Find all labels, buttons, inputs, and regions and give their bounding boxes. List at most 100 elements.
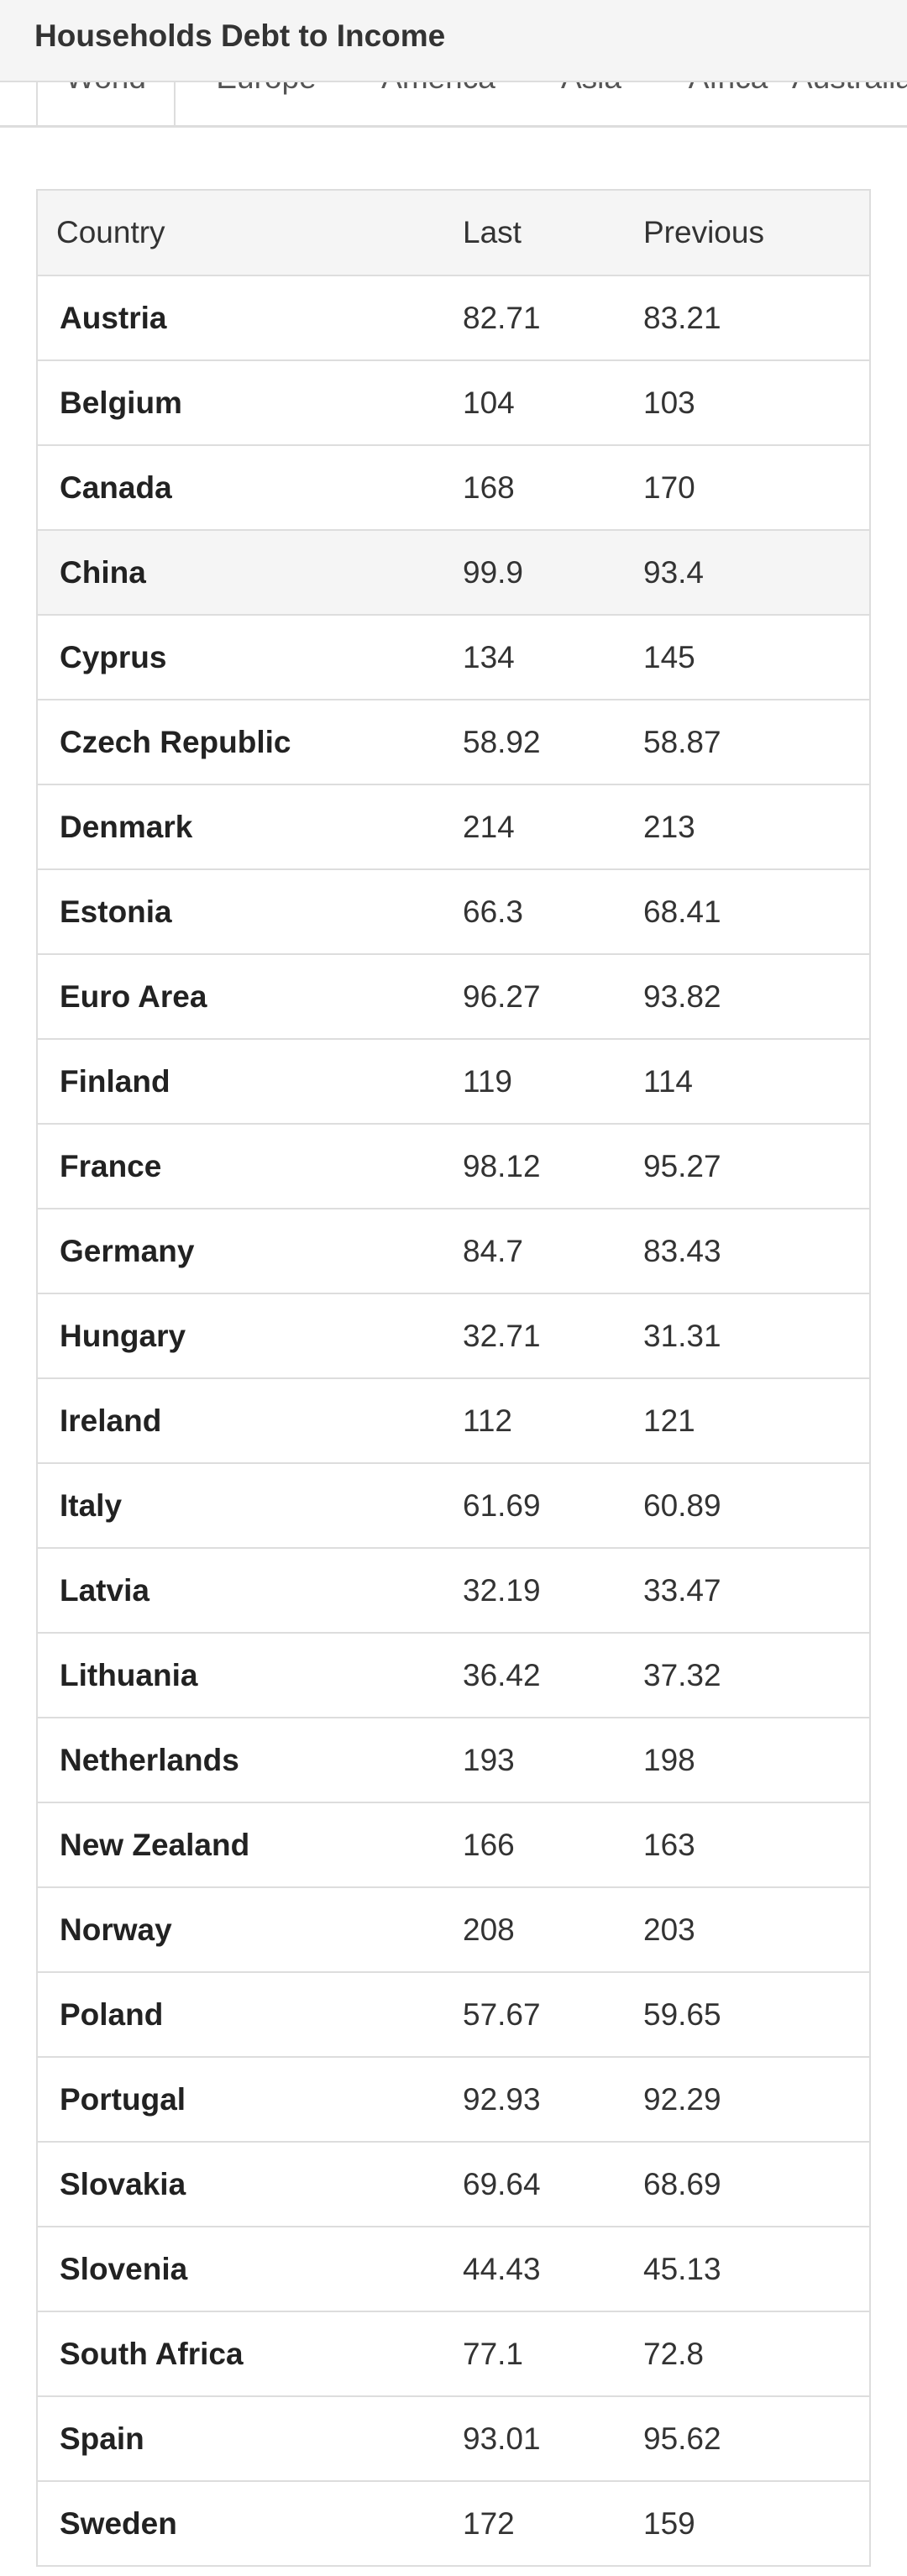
country-name: Spain <box>60 2421 144 2456</box>
value-cell: 37.32 <box>643 1657 721 1692</box>
value-cell: 119 <box>463 1063 512 1099</box>
value-cell: 33.47 <box>643 1572 721 1608</box>
value-cell: 93.01 <box>463 2421 541 2456</box>
header-row: Country Last Previous <box>38 191 869 276</box>
country-name: Portugal <box>60 2081 186 2117</box>
value-cell: 95.62 <box>643 2421 721 2456</box>
country-name: France <box>60 1148 162 1183</box>
value-cell: 121 <box>643 1403 695 1438</box>
value-cell: 58.87 <box>643 724 721 759</box>
table-row[interactable]: China 99.9 93.4 <box>38 531 869 616</box>
table-row[interactable]: Germany 84.7 83.43 <box>38 1209 869 1294</box>
country-name: Lithuania <box>60 1657 198 1692</box>
table-row[interactable]: Portugal 92.93 92.29 <box>38 2058 869 2143</box>
table-row[interactable]: France 98.12 95.27 <box>38 1125 869 1209</box>
value-cell: 68.69 <box>643 2166 721 2201</box>
country-name: Slovakia <box>60 2166 186 2201</box>
table-row[interactable]: Ireland 112 121 <box>38 1379 869 1464</box>
value-cell: 32.71 <box>463 1318 541 1353</box>
country-name: Italy <box>60 1487 123 1523</box>
table-row[interactable]: Lithuania 36.42 37.32 <box>38 1634 869 1718</box>
country-name: Belgium <box>60 385 182 420</box>
value-cell: 44.43 <box>463 2251 541 2286</box>
value-cell: 198 <box>643 1742 695 1777</box>
value-cell: 57.67 <box>463 1996 541 2032</box>
table-row[interactable]: Denmark 214 213 <box>38 785 869 870</box>
column-header: Last <box>463 215 522 249</box>
value-cell: 92.29 <box>643 2081 721 2117</box>
value-cell: 96.27 <box>463 978 541 1014</box>
table-row[interactable]: Euro Area 96.27 93.82 <box>38 955 869 1040</box>
country-name: Ireland <box>60 1403 162 1438</box>
value-cell: 99.9 <box>463 554 524 590</box>
table-row[interactable]: Czech Republic 58.92 58.87 <box>38 700 869 785</box>
table-row[interactable]: Italy 61.69 60.89 <box>38 1464 869 1549</box>
country-name: Czech Republic <box>60 724 291 759</box>
value-cell: 163 <box>643 1827 695 1862</box>
country-name: China <box>60 554 146 590</box>
country-name: Netherlands <box>60 1742 239 1777</box>
table-row[interactable]: Spain 93.01 95.62 <box>38 2397 869 2482</box>
value-cell: 93.82 <box>643 978 721 1014</box>
country-name: New Zealand <box>60 1827 250 1862</box>
table-row[interactable]: Norway 208 203 <box>38 1888 869 1973</box>
country-name: Estonia <box>60 894 172 929</box>
country-name: Poland <box>60 1996 164 2032</box>
table-row[interactable]: Sweden 172 159 <box>38 2482 869 2567</box>
table-row[interactable]: Slovakia 69.64 68.69 <box>38 2143 869 2227</box>
value-cell: 193 <box>463 1742 515 1777</box>
value-cell: 68.41 <box>643 894 721 929</box>
value-cell: 93.4 <box>643 554 705 590</box>
table-row[interactable]: Finland 119 114 <box>38 1040 869 1125</box>
table-row[interactable]: Canada 168 170 <box>38 446 869 531</box>
value-cell: 45.13 <box>643 2251 721 2286</box>
value-cell: 168 <box>463 470 515 505</box>
table-row[interactable]: Hungary 32.71 31.31 <box>38 1294 869 1379</box>
table-row[interactable]: Austria 82.71 83.21 <box>38 276 869 361</box>
table-row[interactable]: Belgium 104 103 <box>38 361 869 446</box>
header-title: Households Debt to Income <box>34 18 446 53</box>
value-cell: 159 <box>643 2505 695 2541</box>
country-name: Denmark <box>60 809 193 844</box>
value-cell: 166 <box>463 1827 515 1862</box>
value-cell: 172 <box>463 2505 515 2541</box>
value-cell: 82.71 <box>463 300 541 335</box>
table-row[interactable]: Cyprus 134 145 <box>38 616 869 700</box>
value-cell: 36.42 <box>463 1657 541 1692</box>
country-name: Slovenia <box>60 2251 188 2286</box>
table-row[interactable]: Netherlands 193 198 <box>38 1718 869 1803</box>
value-cell: 83.43 <box>643 1233 721 1268</box>
table-row[interactable]: Estonia 66.3 68.41 <box>38 870 869 955</box>
country-name: Cyprus <box>60 639 167 674</box>
table-row[interactable]: Slovenia 44.43 45.13 <box>38 2227 869 2312</box>
value-cell: 103 <box>643 385 695 420</box>
value-cell: 213 <box>643 809 695 844</box>
value-cell: 170 <box>643 470 695 505</box>
value-cell: 208 <box>463 1912 515 1947</box>
value-cell: 83.21 <box>643 300 721 335</box>
value-cell: 61.69 <box>463 1487 541 1523</box>
table-row[interactable]: South Africa 77.1 72.8 <box>38 2312 869 2397</box>
value-cell: 134 <box>463 639 515 674</box>
country-name: Canada <box>60 470 172 505</box>
column-header: Previous <box>643 215 764 249</box>
country-name: South Africa <box>60 2336 244 2371</box>
country-name: Finland <box>60 1063 170 1099</box>
country-name: Sweden <box>60 2505 177 2541</box>
value-cell: 84.7 <box>463 1233 524 1268</box>
value-cell: 95.27 <box>643 1148 721 1183</box>
value-cell: 72.8 <box>643 2336 705 2371</box>
header-bar: Households Debt to Income <box>0 0 907 82</box>
value-cell: 114 <box>643 1063 693 1099</box>
table-row[interactable]: Latvia 32.19 33.47 <box>38 1549 869 1634</box>
country-name: Austria <box>60 300 167 335</box>
value-cell: 104 <box>463 385 515 420</box>
value-cell: 66.3 <box>463 894 524 929</box>
table-row[interactable]: New Zealand 166 163 <box>38 1803 869 1888</box>
column-header: Country <box>56 215 165 249</box>
table-row[interactable]: Poland 57.67 59.65 <box>38 1973 869 2058</box>
value-cell: 59.65 <box>643 1996 721 2032</box>
value-cell: 58.92 <box>463 724 541 759</box>
value-cell: 32.19 <box>463 1572 541 1608</box>
